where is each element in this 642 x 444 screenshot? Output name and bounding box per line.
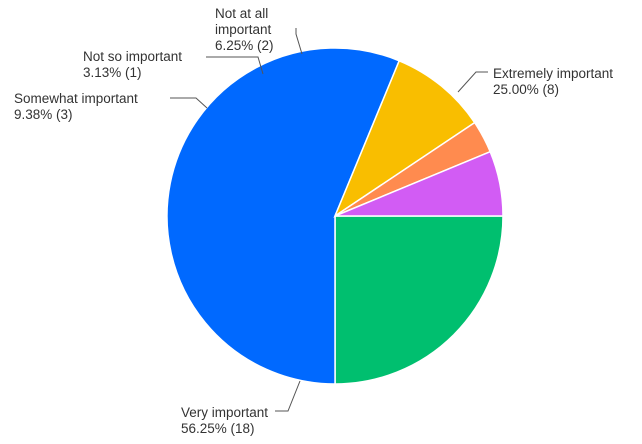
slice-label-text: Not at all <box>215 6 268 21</box>
slice-value-text: 9.38% (3) <box>14 107 73 122</box>
pie-slice-very[interactable] <box>166 47 401 385</box>
leader-line-very <box>275 380 301 412</box>
leader-line-not-so <box>206 56 264 75</box>
slice-label-text: Not so important <box>83 49 182 64</box>
slice-label-somewhat: Somewhat important 9.38% (3) <box>14 91 138 122</box>
slice-value-text: 6.25% (2) <box>215 38 274 53</box>
pie-slices <box>166 47 504 385</box>
slice-label-text: important <box>215 22 272 37</box>
slice-labels: Extremely important 25.00% (8) Very import… <box>14 6 613 436</box>
slice-label-very: Very important 56.25% (18) <box>181 405 268 436</box>
pie-slice-somewhat[interactable] <box>333 59 476 218</box>
pie-slice-not-at-all[interactable] <box>334 150 504 217</box>
slice-value-text: 3.13% (1) <box>83 65 142 80</box>
slice-value-text: 25.00% (8) <box>493 82 559 97</box>
leader-lines <box>170 28 488 412</box>
slice-value-text: 56.25% (18) <box>181 421 255 436</box>
leader-line-not-at-all <box>295 28 303 55</box>
leader-line-somewhat <box>170 97 208 109</box>
pie-slice-extremely[interactable] <box>334 215 504 385</box>
slice-label-not-so: Not so important 3.13% (1) <box>83 49 182 80</box>
slice-label-not-at-all: Not at all important 6.25% (2) <box>215 6 274 53</box>
slice-label-text: Extremely important <box>493 66 613 81</box>
slice-label-text: Very important <box>181 405 268 420</box>
leader-line-extremely <box>457 71 488 93</box>
slice-label-text: Somewhat important <box>14 91 138 106</box>
slice-label-extremely: Extremely important 25.00% (8) <box>493 66 613 97</box>
